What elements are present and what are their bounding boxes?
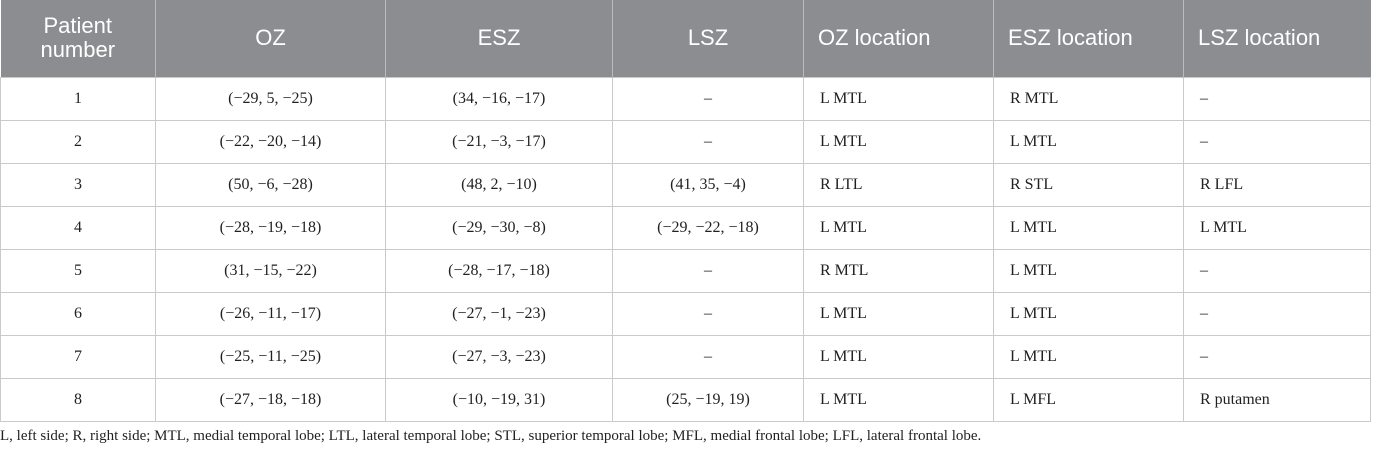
table-cell: (−22, −20, −14) xyxy=(155,119,386,164)
table-cell: (−28, −17, −18) xyxy=(385,248,613,293)
table-row: 1 (−29, 5, −25) (34, −16, −17) – L MTL R MTL – xyxy=(0,76,1371,121)
table-row: 3 (50, −6, −28) (48, 2, −10) (41, 35, −4) R … xyxy=(0,162,1371,207)
table-cell: 7 xyxy=(0,334,156,379)
table-cell: – xyxy=(1183,334,1371,379)
table-cell: R LTL xyxy=(803,162,994,207)
table-cell: R putamen xyxy=(1183,377,1371,422)
table-cell: 3 xyxy=(0,162,156,207)
table-cell: L MTL xyxy=(993,119,1184,164)
table-row: 7 (−25, −11, −25) (−27, −3, −23) – L MTL L MT… xyxy=(0,334,1371,379)
table-cell: L MTL xyxy=(803,205,994,250)
table-cell: (−29, −30, −8) xyxy=(385,205,613,250)
table-cell: R MTL xyxy=(993,76,1184,121)
table-row: 4 (−28, −19, −18) (−29, −30, −8) (−29, −22,… xyxy=(0,205,1371,250)
table-cell: L MTL xyxy=(993,291,1184,336)
table-cell: (25, −19, 19) xyxy=(612,377,804,422)
data-table: Patient number OZ ESZ LSZ OZ location ESZ loc… xyxy=(0,0,1371,422)
header-cell: LSZ xyxy=(612,0,804,77)
table-cell: L MTL xyxy=(993,334,1184,379)
table-cell: 1 xyxy=(0,76,156,121)
header-row: Patient number OZ ESZ LSZ OZ location ESZ loc… xyxy=(0,0,1371,77)
table-cell: (−27, −3, −23) xyxy=(385,334,613,379)
table-cell: – xyxy=(1183,119,1371,164)
table-cell: (−29, −22, −18) xyxy=(612,205,804,250)
header-cell: ESZ location xyxy=(993,0,1184,77)
table-cell: (31, −15, −22) xyxy=(155,248,386,293)
table-cell: L MTL xyxy=(803,377,994,422)
table-cell: 6 xyxy=(0,291,156,336)
table-cell: – xyxy=(612,119,804,164)
table-cell: (−28, −19, −18) xyxy=(155,205,386,250)
table-cell: – xyxy=(1183,248,1371,293)
table-row: 5 (31, −15, −22) (−28, −17, −18) – R MTL L MT… xyxy=(0,248,1371,293)
table-cell: L MTL xyxy=(803,119,994,164)
table-cell: – xyxy=(612,334,804,379)
footnote: L, left side; R, right side; MTL, medial… xyxy=(0,428,982,444)
table-cell: (−29, 5, −25) xyxy=(155,76,386,121)
table-cell: 2 xyxy=(0,119,156,164)
header-cell: OZ location xyxy=(803,0,994,77)
header-cell: ESZ xyxy=(385,0,613,77)
table-row: 6 (−26, −11, −17) (−27, −1, −23) – L MTL L MT… xyxy=(0,291,1371,336)
table-cell: (41, 35, −4) xyxy=(612,162,804,207)
table-cell: (50, −6, −28) xyxy=(155,162,386,207)
table-cell: L MTL xyxy=(1183,205,1371,250)
table-cell: L MTL xyxy=(993,205,1184,250)
table-cell: L MFL xyxy=(993,377,1184,422)
table-cell: – xyxy=(1183,291,1371,336)
table-cell: (−27, −1, −23) xyxy=(385,291,613,336)
table-cell: L MTL xyxy=(803,334,994,379)
table-cell: R STL xyxy=(993,162,1184,207)
header-cell: OZ xyxy=(155,0,386,77)
table-cell: – xyxy=(612,76,804,121)
table-cell: 8 xyxy=(0,377,156,422)
table-body: 1 (−29, 5, −25) (34, −16, −17) – L MTL R MTL –… xyxy=(0,76,1371,422)
table-row: 8 (−27, −18, −18) (−10, −19, 31) (25, −19, … xyxy=(0,377,1371,422)
table-cell: (−26, −11, −17) xyxy=(155,291,386,336)
table-cell: (−25, −11, −25) xyxy=(155,334,386,379)
table-cell: (−21, −3, −17) xyxy=(385,119,613,164)
table-cell: (34, −16, −17) xyxy=(385,76,613,121)
table-cell: L MTL xyxy=(993,248,1184,293)
table-cell: (−10, −19, 31) xyxy=(385,377,613,422)
table-cell: – xyxy=(612,248,804,293)
table-cell: L MTL xyxy=(803,291,994,336)
table-cell: R LFL xyxy=(1183,162,1371,207)
table-cell: 5 xyxy=(0,248,156,293)
table-cell: (−27, −18, −18) xyxy=(155,377,386,422)
header-cell: Patient number xyxy=(0,0,156,77)
table-row: 2 (−22, −20, −14) (−21, −3, −17) – L MTL L MT… xyxy=(0,119,1371,164)
table-cell: L MTL xyxy=(803,76,994,121)
table-cell: – xyxy=(1183,76,1371,121)
table-cell: (48, 2, −10) xyxy=(385,162,613,207)
header-cell: LSZ location xyxy=(1183,0,1371,77)
table-cell: – xyxy=(612,291,804,336)
table-cell: R MTL xyxy=(803,248,994,293)
table-cell: 4 xyxy=(0,205,156,250)
